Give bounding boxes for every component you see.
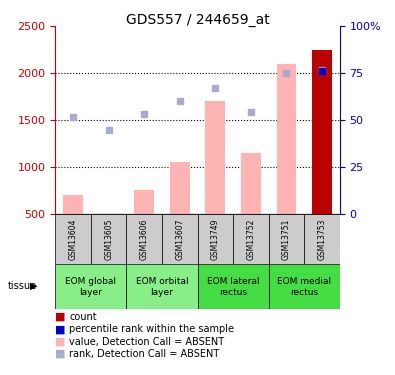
Bar [276, 64, 296, 214]
Bar [134, 190, 154, 214]
Bar [55, 264, 126, 309]
Text: rank, Detection Call = ABSENT: rank, Detection Call = ABSENT [69, 349, 219, 359]
Text: GSM13753: GSM13753 [318, 218, 326, 260]
Bar [269, 214, 304, 264]
Text: ■: ■ [55, 324, 66, 334]
Bar [126, 214, 162, 264]
Bar [170, 162, 190, 214]
Bar [55, 214, 91, 264]
Text: GSM13749: GSM13749 [211, 218, 220, 260]
Text: ■: ■ [55, 349, 66, 359]
Text: EOM global
layer: EOM global layer [65, 277, 117, 297]
Bar [312, 50, 332, 214]
Bar [162, 214, 198, 264]
Text: EOM orbital
layer: EOM orbital layer [135, 277, 188, 297]
Text: percentile rank within the sample: percentile rank within the sample [69, 324, 234, 334]
Text: ■: ■ [55, 337, 66, 346]
Text: value, Detection Call = ABSENT: value, Detection Call = ABSENT [69, 337, 224, 346]
Text: tissue: tissue [8, 281, 37, 291]
Text: EOM lateral
rectus: EOM lateral rectus [207, 277, 259, 297]
Bar [91, 214, 126, 264]
Bar [233, 214, 269, 264]
Text: GSM13606: GSM13606 [140, 218, 149, 260]
Text: GSM13607: GSM13607 [175, 218, 184, 260]
Bar [241, 153, 261, 214]
Bar [198, 214, 233, 264]
Text: GSM13751: GSM13751 [282, 218, 291, 260]
Text: GDS557 / 244659_at: GDS557 / 244659_at [126, 13, 269, 27]
Text: ▶: ▶ [30, 281, 37, 291]
Text: count: count [69, 312, 97, 322]
Bar [269, 264, 340, 309]
Bar [126, 264, 198, 309]
Text: GSM13752: GSM13752 [246, 218, 255, 260]
Text: EOM medial
rectus: EOM medial rectus [277, 277, 331, 297]
Bar [304, 214, 340, 264]
Text: GSM13604: GSM13604 [69, 218, 77, 260]
Bar [63, 195, 83, 214]
Text: GSM13605: GSM13605 [104, 218, 113, 260]
Bar [205, 101, 225, 214]
Bar [198, 264, 269, 309]
Text: ■: ■ [55, 312, 66, 322]
